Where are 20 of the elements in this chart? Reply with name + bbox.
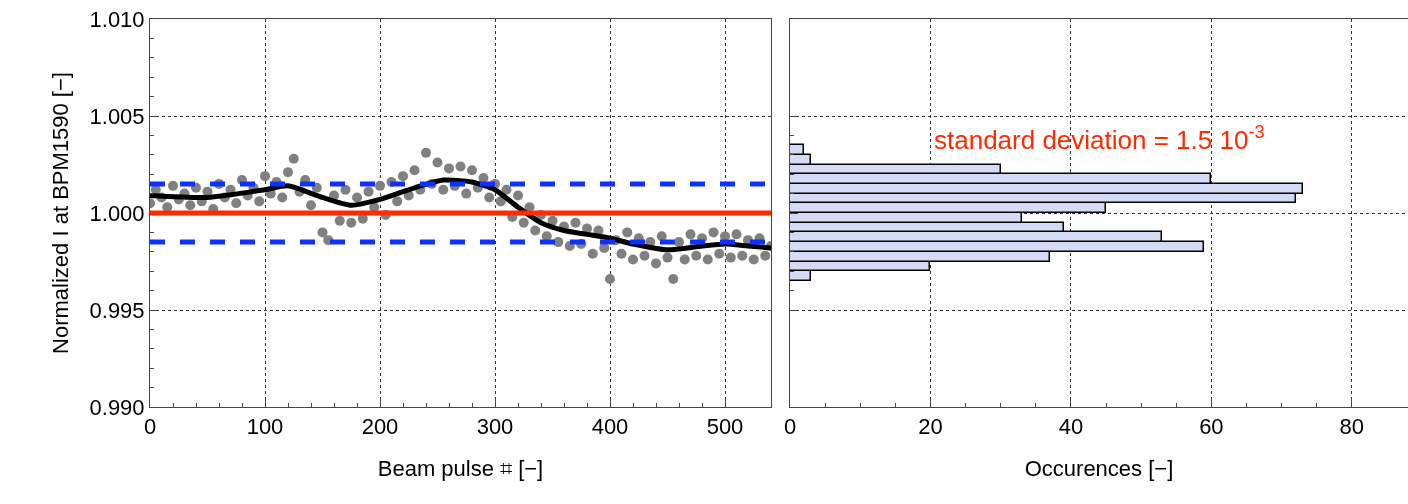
x-tick-label: 300	[476, 414, 514, 440]
x-tick-label: 60	[1199, 414, 1224, 440]
x-tick-label: 20	[918, 414, 943, 440]
y-tick-label: 1.000	[89, 200, 145, 226]
y-tick-label: 0.990	[89, 394, 145, 420]
annotation: standard deviation = 1.5 10$^{-3}$	[934, 122, 1265, 155]
x-tick-label: 500	[706, 414, 744, 440]
x-tick-label: 400	[591, 414, 629, 440]
x-tick-label: 0	[783, 414, 797, 440]
y-axis-title: Normalized I at BPM1590 [−]	[48, 72, 74, 354]
y-tick-label: 1.010	[89, 6, 145, 32]
x-tick-label: 200	[361, 414, 399, 440]
y-tick-label: 0.995	[89, 297, 145, 323]
x-tick-label: 100	[246, 414, 284, 440]
x-axis-title: Occurences [−]	[1024, 456, 1174, 482]
x-axis-title: Beam pulse ⌗ [−]	[377, 456, 544, 482]
x-tick-label: 80	[1339, 414, 1365, 440]
x-tick-label: 40	[1058, 414, 1084, 440]
y-tick-label: 1.005	[89, 103, 145, 129]
x-tick-label: 0	[143, 414, 157, 440]
